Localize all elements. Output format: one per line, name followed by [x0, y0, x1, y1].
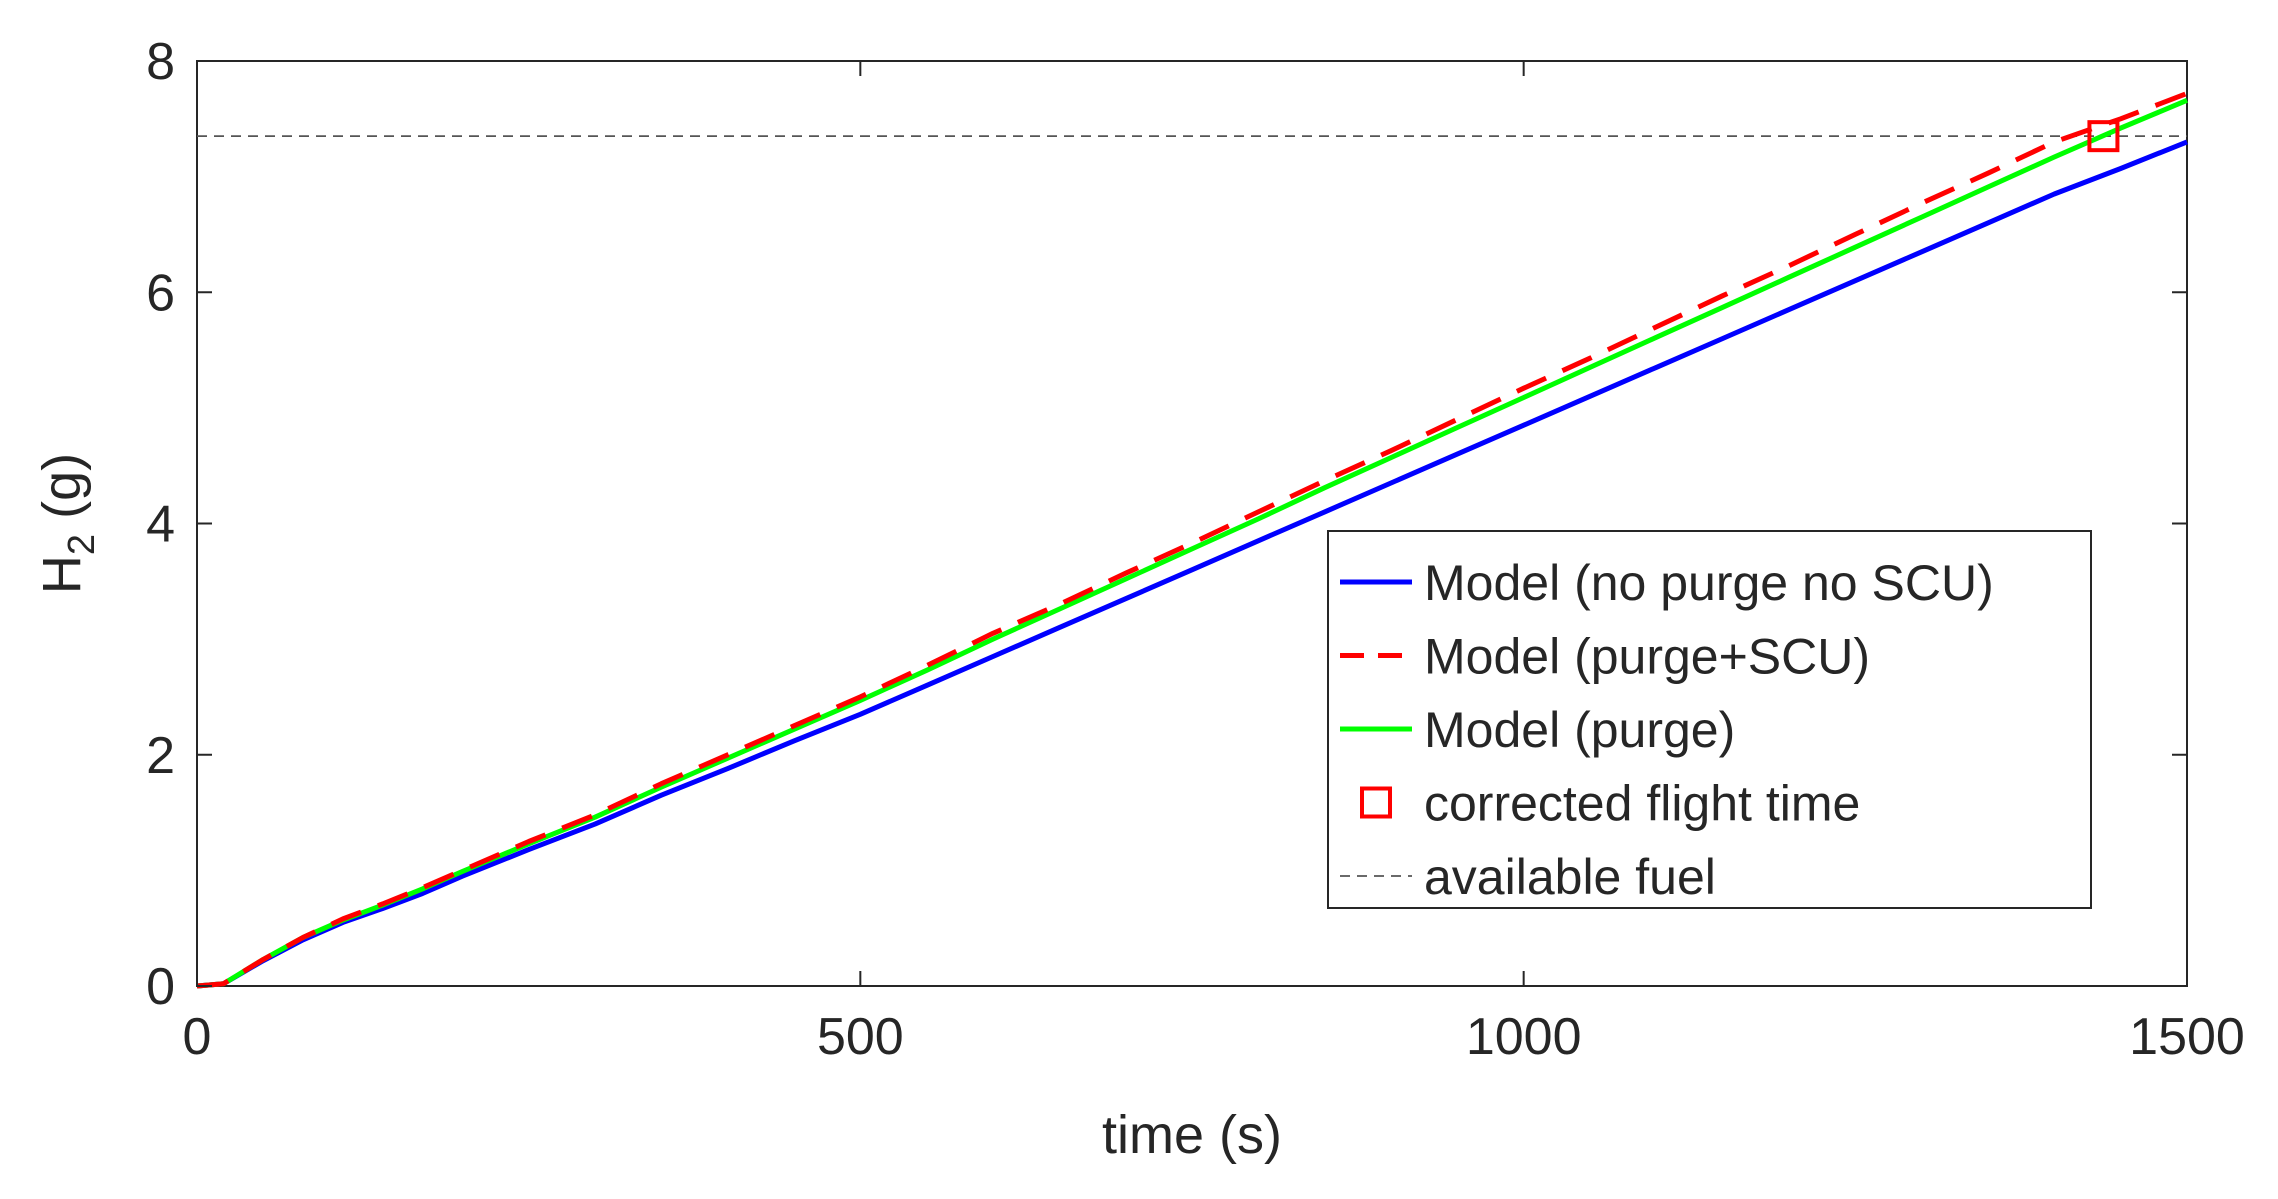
y-axis-label-subscript: 2 — [61, 534, 103, 555]
legend-label-4: available fuel — [1424, 849, 1716, 905]
y-tick-label: 6 — [146, 264, 175, 322]
legend-items: Model (no purge no SCU) Model (purge+SCU)… — [1340, 555, 1994, 905]
series-line-0 — [196, 139, 2188, 989]
legend-label-0: Model (no purge no SCU) — [1424, 555, 1994, 611]
series-layer — [196, 91, 2188, 989]
x-axis-label: time (s) — [1102, 1105, 1282, 1165]
series-line-1 — [196, 91, 2188, 989]
y-tick-label: 4 — [146, 496, 175, 554]
marker-layer — [2087, 120, 2120, 153]
legend-label-1: Model (purge+SCU) — [1424, 629, 1870, 685]
x-tick-label: 500 — [817, 1008, 904, 1066]
y-axis-label-unit: (g) — [32, 453, 92, 534]
y-axis-label: H2 (g) — [32, 453, 103, 594]
x-tick-label: 1500 — [2129, 1008, 2245, 1066]
x-tick-label: 1000 — [1466, 1008, 1582, 1066]
tick-layer: 0 500 1000 1500 0 2 4 6 8 — [146, 33, 2245, 1066]
legend-label-3: corrected flight time — [1424, 776, 1860, 832]
legend-label-2: Model (purge) — [1424, 702, 1735, 758]
y-tick-label: 2 — [146, 727, 175, 785]
y-tick-label: 0 — [146, 958, 175, 1016]
legend-box — [1327, 530, 2092, 909]
x-tick-label: 0 — [183, 1008, 212, 1066]
legend-swatch-marker — [1360, 786, 1392, 819]
corrected-flight-time-marker — [2087, 120, 2120, 153]
plot-area: 0 500 1000 1500 0 2 4 6 8 — [146, 33, 2245, 1066]
y-axis-label-main: H — [32, 555, 92, 594]
legend: Model (no purge no SCU) Model (purge+SCU)… — [1327, 530, 2092, 909]
y-tick-label: 8 — [146, 33, 175, 91]
